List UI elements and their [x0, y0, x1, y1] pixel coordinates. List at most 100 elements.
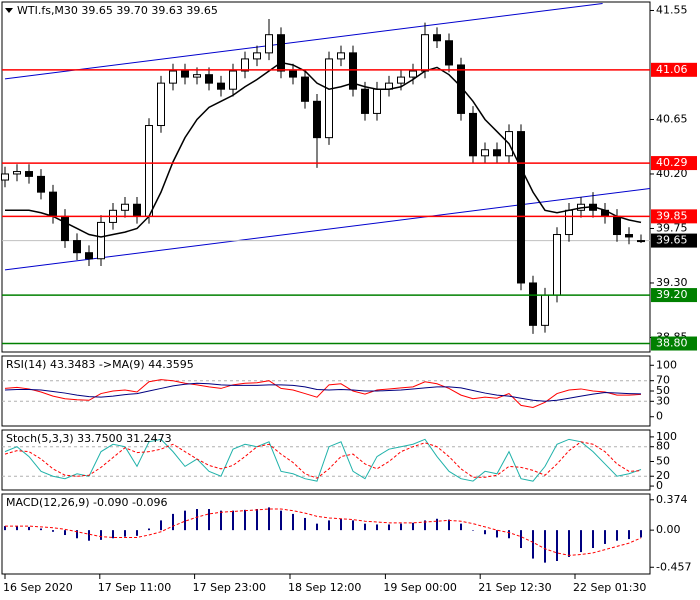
indicator-line	[4, 379, 642, 408]
indicator-line	[5, 61, 642, 238]
x-tick-label: 21 Sep 12:30	[478, 581, 551, 594]
candle-body	[121, 203, 129, 211]
x-tick-label: 19 Sep 00:00	[383, 581, 456, 594]
x-tick-label: 22 Sep 01:30	[573, 581, 646, 594]
histogram-bar	[484, 530, 486, 535]
histogram-bar	[88, 530, 90, 541]
y-tick-label: 100	[656, 358, 677, 371]
candle-body	[421, 34, 429, 72]
y-tick-label: 39.75	[656, 221, 688, 234]
candle-body	[541, 294, 549, 326]
candle-body	[433, 34, 441, 42]
candle-body	[397, 76, 405, 84]
candle-body	[133, 203, 141, 217]
level-label: 39.20	[656, 288, 688, 301]
histogram-bar	[352, 520, 354, 531]
histogram-bar	[244, 509, 246, 531]
x-tick-label: 18 Sep 12:00	[288, 581, 361, 594]
histogram-bar	[172, 513, 174, 531]
histogram-bar	[460, 523, 462, 531]
candle-body	[25, 171, 33, 177]
candle-body	[145, 125, 153, 217]
pane-title: Stoch(5,3,3) 33.7500 31.2473	[6, 432, 172, 445]
histogram-bar	[100, 530, 102, 540]
histogram-bar	[64, 530, 66, 536]
candle-body	[565, 209, 573, 236]
candle-body	[349, 52, 357, 90]
histogram-bar	[4, 526, 6, 531]
histogram-bar	[556, 530, 558, 562]
histogram-bar	[124, 530, 126, 537]
level-tag	[651, 156, 697, 171]
y-tick-label: 50	[656, 454, 670, 467]
candle-body	[313, 100, 321, 139]
x-tick-label: 16 Sep 2020	[3, 581, 73, 594]
candle-body	[337, 52, 345, 60]
candle-body	[517, 131, 525, 284]
y-tick-label: 20	[656, 469, 670, 482]
histogram-bar	[112, 530, 114, 539]
histogram-bar	[232, 510, 234, 531]
y-tick-label: 40.65	[656, 112, 688, 125]
histogram-bar	[496, 530, 498, 538]
candle-body	[625, 234, 633, 238]
histogram-bar	[592, 530, 594, 549]
candle-body	[553, 234, 561, 296]
candle-body	[181, 70, 189, 78]
histogram-bar	[316, 523, 318, 531]
histogram-bar	[448, 519, 450, 531]
candle-body	[637, 240, 645, 243]
level-label: 41.06	[656, 63, 688, 76]
candle-body	[373, 88, 381, 114]
histogram-bar	[76, 530, 78, 539]
candle-body	[97, 221, 105, 260]
y-tick-label: -0.457	[656, 560, 691, 573]
candle-body	[445, 40, 453, 66]
y-tick-label: 0.00	[656, 523, 681, 536]
histogram-bar	[616, 530, 618, 541]
level-tag	[651, 62, 697, 77]
y-tick-label: 41.55	[656, 3, 688, 16]
indicator-line	[4, 441, 642, 479]
candle-body	[409, 70, 417, 78]
indicator-line	[5, 508, 642, 556]
last-price-tag	[651, 233, 697, 248]
y-tick-label: 100	[656, 430, 677, 443]
indicator-line	[4, 438, 642, 482]
candle-body	[241, 58, 249, 72]
histogram-bar	[640, 530, 642, 538]
histogram-bar	[268, 507, 270, 531]
last-price-label: 39.65	[656, 234, 688, 247]
pane-title: MACD(12,26,9) -0.090 -0.096	[6, 496, 167, 509]
candle-body	[301, 76, 309, 102]
level-label: 39.85	[656, 209, 688, 222]
histogram-bar	[520, 530, 522, 549]
histogram-bar	[340, 518, 342, 531]
candle-body	[361, 88, 369, 114]
candle-body	[457, 64, 465, 114]
histogram-bar	[400, 523, 402, 531]
histogram-bar	[160, 520, 162, 531]
candle-body	[265, 34, 273, 54]
histogram-bar	[424, 520, 426, 531]
histogram-bar	[136, 530, 138, 536]
candle-body	[205, 74, 213, 84]
y-tick-label: 50	[656, 384, 670, 397]
histogram-bar	[304, 517, 306, 531]
histogram-bar	[376, 524, 378, 531]
histogram-bar	[508, 530, 510, 539]
histogram-bar	[220, 510, 222, 531]
level-label: 40.29	[656, 156, 688, 169]
y-tick-label: 30	[656, 394, 670, 407]
histogram-bar	[532, 530, 534, 559]
histogram-bar	[208, 509, 210, 531]
histogram-bar	[436, 518, 438, 531]
symbol-icon	[5, 8, 13, 13]
trend-line	[4, 188, 651, 271]
pane-title: RSI(14) 43.3483 ->MA(9) 44.3595	[6, 358, 194, 371]
candle-body	[217, 82, 225, 90]
histogram-bar	[52, 530, 54, 532]
y-tick-label: 70	[656, 374, 670, 387]
